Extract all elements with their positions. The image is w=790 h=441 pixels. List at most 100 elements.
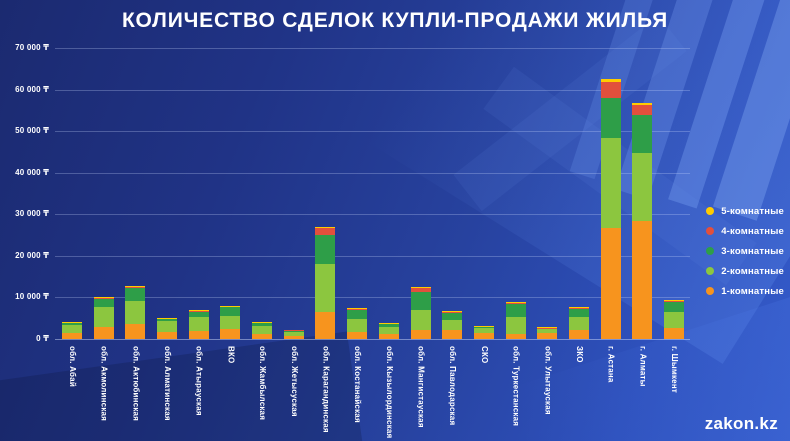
legend-label: 5-комнатные <box>721 205 784 217</box>
bar-segment-4-комнатные <box>442 311 463 313</box>
bar-segment-2-комнатные <box>505 316 526 334</box>
legend-color-dot-icon <box>706 287 715 295</box>
legend-color-dot-icon <box>706 267 715 275</box>
x-axis-label: обл. Павлодарская <box>448 346 458 426</box>
bar-segment-4-комнатные <box>93 297 114 299</box>
bar-segment-1-комнатные <box>600 227 621 339</box>
x-axis-label: г. Шымкент <box>670 346 679 393</box>
y-axis-tick-label: 10 000 ₸ <box>15 292 49 302</box>
bar-segment-4-комнатные <box>664 300 684 302</box>
bar-segment-2-комнатные <box>188 317 209 331</box>
bar-segment-2-комнатные <box>125 301 146 325</box>
bar-segment-2-комнатные <box>283 331 304 336</box>
gridline <box>55 297 690 299</box>
bar-segment-2-комнатные <box>632 152 653 221</box>
x-axis-label: обл. Костанайская <box>353 346 363 423</box>
bar-segment-1-комнатные <box>347 332 368 339</box>
bar-segment-3-комнатные <box>600 97 621 138</box>
bar-segment-2-комнатные <box>62 325 82 333</box>
y-axis-tick-label: 70 000 ₸ <box>15 43 49 52</box>
legend-label: 2-комнатные <box>721 265 784 277</box>
x-axis-label: обл. Туркестанская <box>511 346 521 427</box>
x-axis-label: г. Астана <box>606 346 616 383</box>
bar-segment-2-комнатные <box>347 318 368 333</box>
bar-segment-3-комнатные <box>537 327 558 330</box>
bar-segment-3-комнатные <box>93 298 114 308</box>
bar-segment-2-комнатные <box>568 316 589 330</box>
bar-segment-3-комнатные <box>410 291 431 310</box>
legend-item: 3-комнатные <box>706 241 784 261</box>
bar-segment-1-комнатные <box>410 329 431 339</box>
bar-segment-3-комнатные <box>347 310 368 319</box>
bar-segment-1-комнатные <box>157 332 178 339</box>
bar-segment-5-комнатные <box>315 226 336 228</box>
x-axis-label: ЗКО <box>574 346 584 363</box>
bar-segment-1-комнатные <box>664 328 684 339</box>
bar-segment-3-комнатные <box>283 330 304 332</box>
x-axis-label: обл. Жетысуская <box>289 346 299 417</box>
x-axis-label: обл. Мангистауская <box>416 346 426 428</box>
bar-segment-2-комнатные <box>378 327 399 335</box>
background-building-stripe <box>712 0 790 221</box>
bar-segment-3-комнатные <box>568 309 589 317</box>
x-axis-label: обл. Улытауская <box>543 346 553 415</box>
bar-segment-4-комнатные <box>568 307 589 310</box>
x-axis-label: обл. Карагандинская <box>321 346 331 433</box>
x-axis-label: обл. Актюбинская <box>131 346 141 422</box>
bar-segment-2-комнатные <box>252 326 273 334</box>
gridline <box>55 131 690 133</box>
bar-segment-3-комнатные <box>315 234 336 264</box>
x-axis-label: обл. Жамбылская <box>258 346 268 421</box>
y-axis-tick-label: 50 000 ₸ <box>15 126 49 136</box>
bar-segment-5-комнатные <box>600 79 621 82</box>
x-axis-label: обл. Абай <box>68 346 77 387</box>
y-axis-tick-label: 40 000 ₸ <box>15 167 49 177</box>
bar-segment-1-комнатные <box>93 327 114 339</box>
bar-segment-4-комнатные <box>157 318 178 319</box>
bar-segment-3-комнатные <box>188 311 209 318</box>
bar-segment-4-комнатные <box>62 322 82 324</box>
bar-segment-3-комнатные <box>378 324 399 328</box>
bar-segment-5-комнатные <box>505 302 526 304</box>
bar-segment-2-комнатные <box>410 309 431 330</box>
bar-segment-3-комнатные <box>442 312 463 321</box>
y-axis-tick-label: 0 ₸ <box>36 334 49 343</box>
y-axis-tick-label: 30 000 ₸ <box>15 209 49 219</box>
bar-segment-1-комнатные <box>473 332 494 339</box>
bar-segment-4-комнатные <box>378 323 399 325</box>
bar-segment-2-комнатные <box>157 321 178 333</box>
bar-segment-5-комнатные <box>664 299 684 301</box>
x-axis-label: г. Алматы <box>638 346 648 387</box>
y-axis-tick-label: 60 000 ₸ <box>15 84 49 94</box>
bar-segment-2-комнатные <box>473 328 494 333</box>
bar-segment-4-комнатные <box>347 308 368 311</box>
legend-label: 1-комнатные <box>721 285 784 297</box>
bar-segment-4-комнатные <box>410 287 431 292</box>
gridline <box>55 89 690 91</box>
bar-segment-1-комнатные <box>252 334 273 339</box>
bar-segment-3-комнатные <box>157 318 178 322</box>
legend-color-dot-icon <box>706 247 715 255</box>
gridline <box>55 172 690 174</box>
bar-segment-1-комнатные <box>442 330 463 339</box>
legend-item: 1-комнатные <box>706 281 784 301</box>
bar-segment-4-комнатные <box>188 310 209 312</box>
bar-segment-3-комнатные <box>252 322 273 327</box>
legend-color-dot-icon <box>706 207 715 215</box>
bar-segment-5-комнатные <box>410 286 431 288</box>
x-axis-label: ВКО <box>226 346 236 364</box>
bar-segment-4-комнатные <box>473 325 494 327</box>
bar-segment-2-комнатные <box>93 307 114 328</box>
legend-item: 2-комнатные <box>706 261 784 281</box>
legend: 5-комнатные 4-комнатные 3-комнатные 2-комна… <box>706 201 784 301</box>
bar-segment-1-комнатные <box>315 311 336 339</box>
x-axis-label: СКО <box>479 346 489 364</box>
legend-item: 4-комнатные <box>706 221 784 241</box>
gridline <box>55 214 690 216</box>
bar-segment-4-комнатные <box>632 105 653 116</box>
bar-segment-3-комнатные <box>473 326 494 329</box>
bar-segment-1-комнатные <box>188 330 209 339</box>
bar-segment-1-комнатные <box>125 324 146 339</box>
bar-segment-2-комнатные <box>664 311 684 329</box>
bar-segment-2-комнатные <box>442 320 463 331</box>
